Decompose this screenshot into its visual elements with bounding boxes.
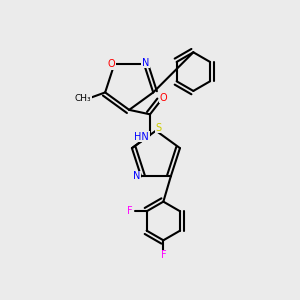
Text: CH₃: CH₃ xyxy=(75,94,91,103)
Text: S: S xyxy=(156,123,162,133)
Text: HN: HN xyxy=(134,132,149,142)
Text: O: O xyxy=(108,59,115,69)
Text: N: N xyxy=(142,58,149,68)
Text: F: F xyxy=(160,250,166,260)
Text: F: F xyxy=(128,206,133,216)
Text: N: N xyxy=(133,171,140,182)
Text: O: O xyxy=(160,93,167,103)
